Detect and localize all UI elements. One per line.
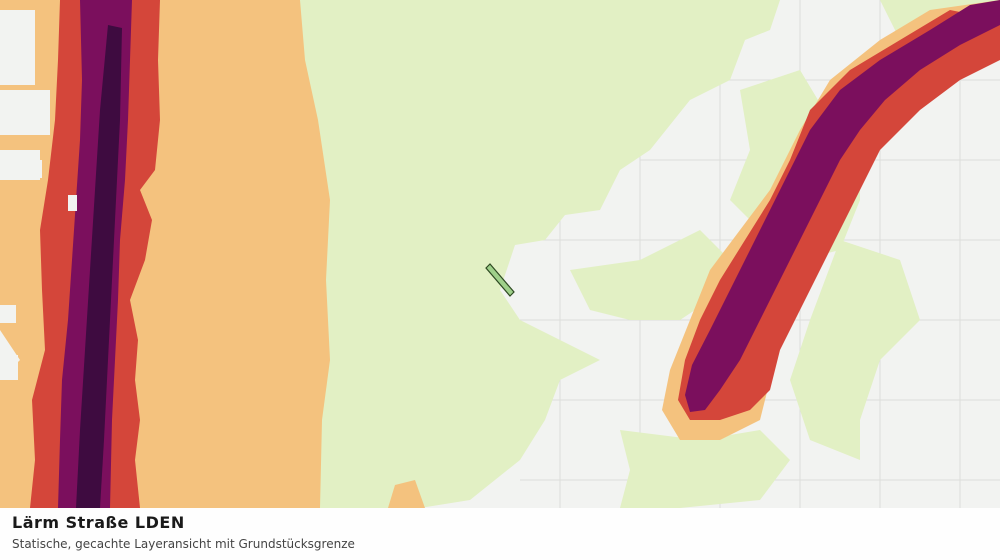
unmapped-patches: [0, 10, 77, 380]
parcel-boundary[interactable]: [485, 263, 515, 297]
caption-panel: [0, 508, 1000, 560]
map-subtitle: Statische, gecachte Layeransicht mit Gru…: [12, 537, 355, 551]
map-title: Lärm Straße LDEN: [12, 513, 185, 532]
noise-zone-extreme: [76, 25, 122, 508]
